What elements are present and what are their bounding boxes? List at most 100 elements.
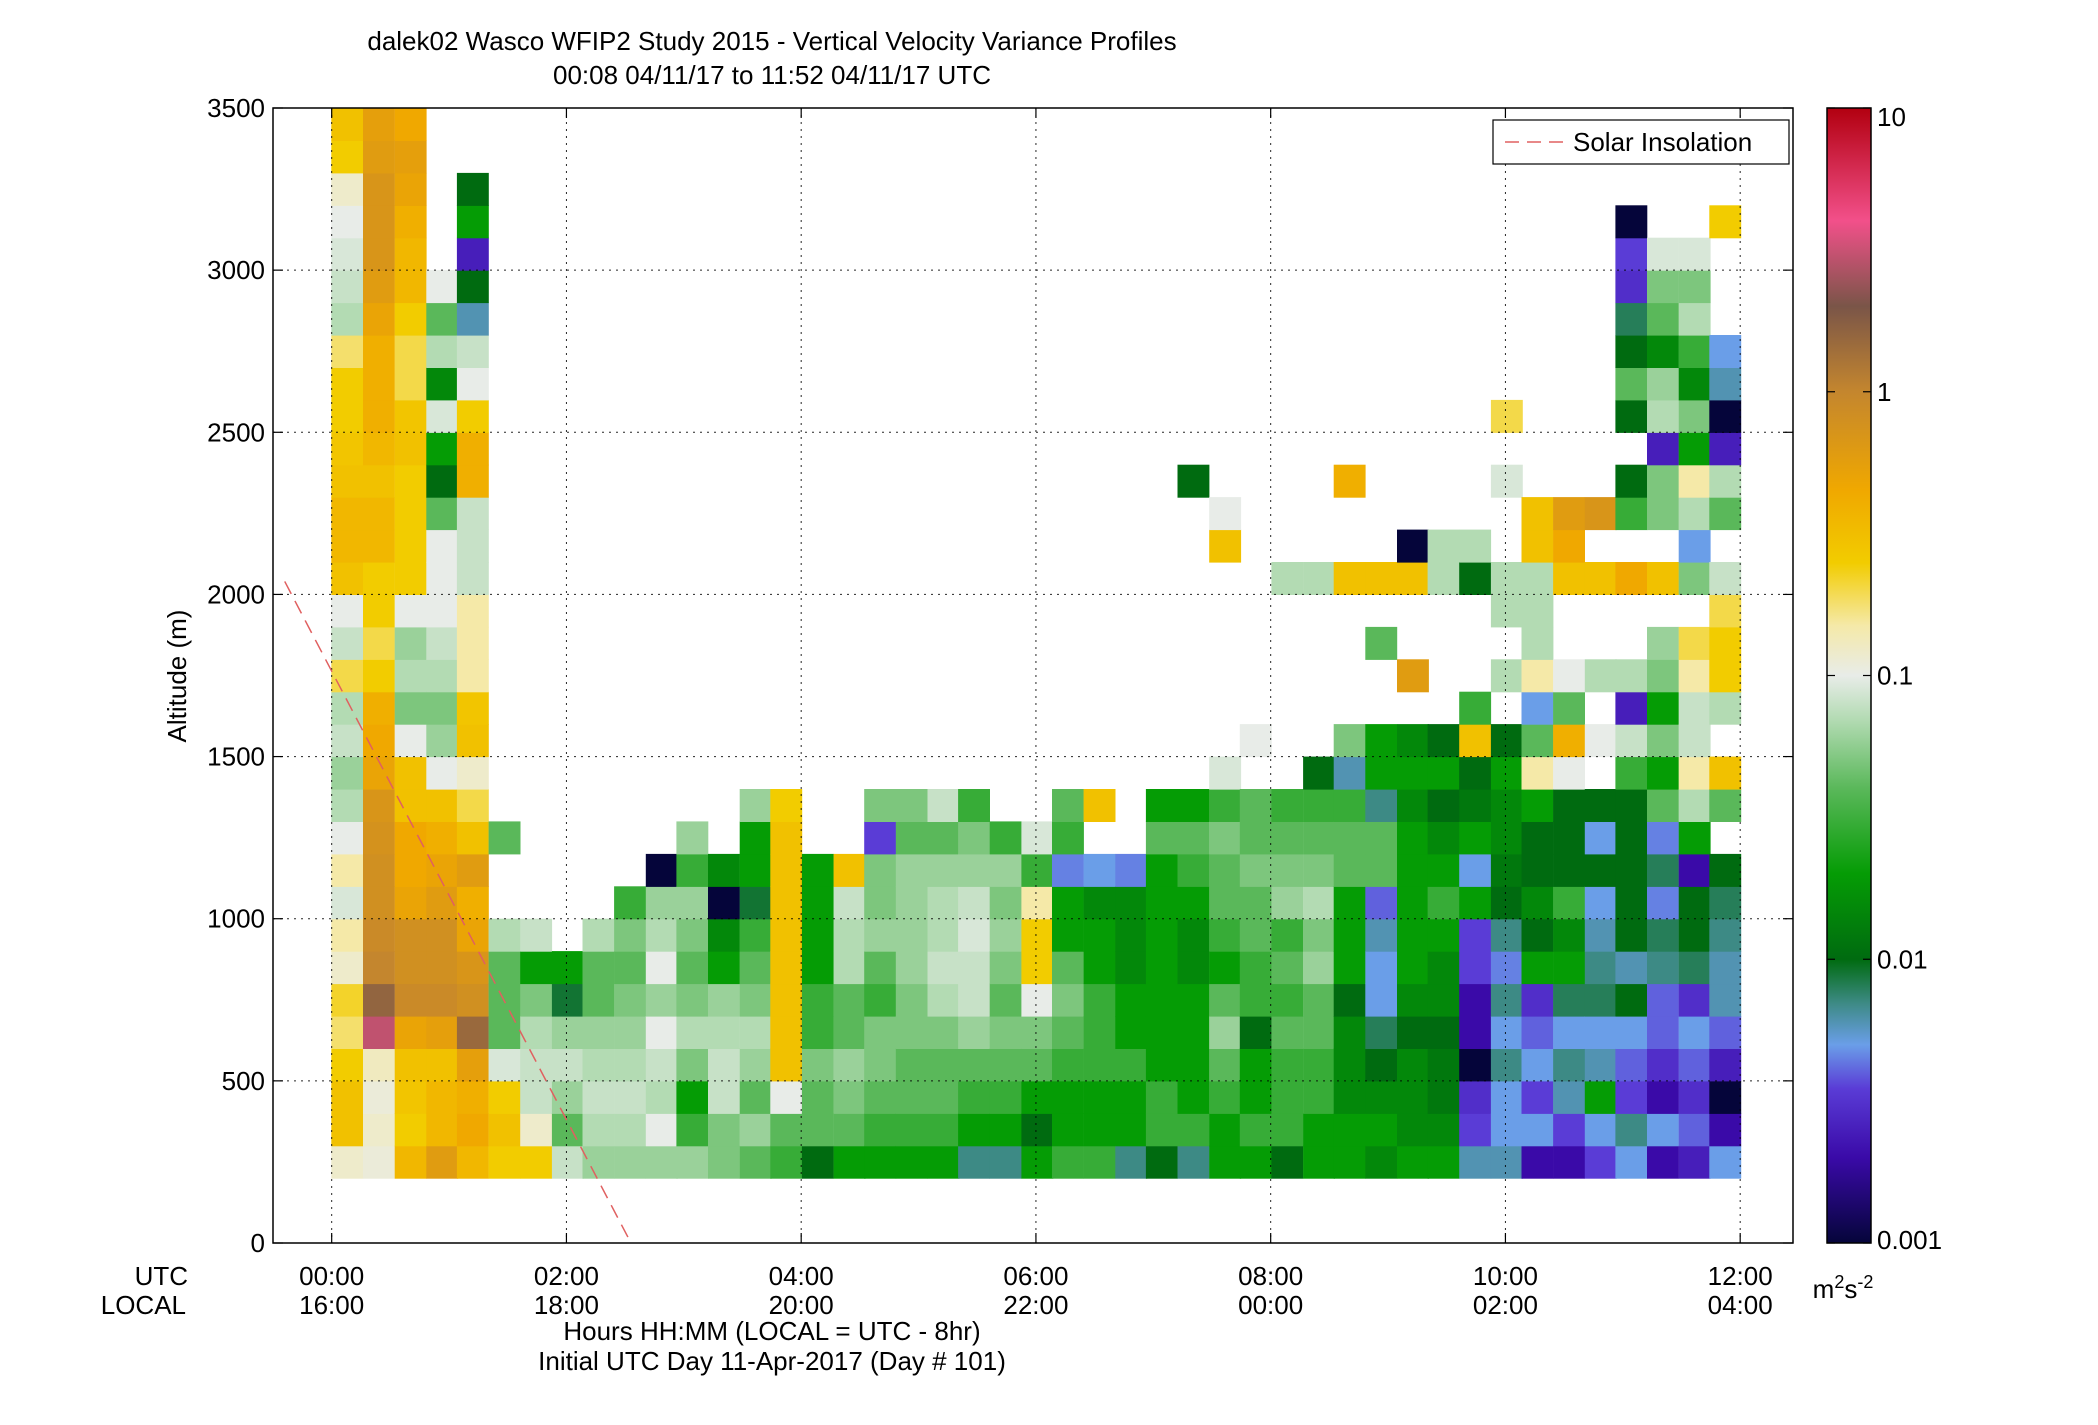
heatmap-cell: [1709, 951, 1742, 985]
heatmap-cell: [614, 1080, 646, 1114]
heatmap-cell: [1115, 1145, 1148, 1179]
heatmap-cell: [833, 983, 866, 1017]
heatmap-cell: [1271, 886, 1304, 920]
heatmap-cell: [708, 1080, 740, 1114]
heatmap-cell: [1021, 1048, 1054, 1082]
heatmap-cell: [1553, 886, 1585, 920]
heatmap-cell: [1490, 1080, 1523, 1114]
heatmap-cell: [394, 464, 427, 498]
heatmap-cell: [1239, 1145, 1272, 1179]
heatmap-cell: [1177, 1048, 1210, 1082]
heatmap-cell: [456, 237, 489, 271]
heatmap-cell: [1459, 756, 1492, 790]
heatmap-cell: [426, 918, 459, 952]
heatmap-cell: [1615, 1016, 1648, 1049]
heatmap-cell: [331, 821, 364, 855]
heatmap-cell: [1209, 853, 1242, 887]
heatmap-cell: [394, 335, 427, 368]
x-tick-label-local: 20:00: [769, 1290, 834, 1320]
heatmap-cell: [895, 983, 928, 1017]
heatmap-cell: [1083, 789, 1116, 822]
heatmap-cell: [394, 399, 427, 433]
heatmap-cell: [1115, 1080, 1148, 1114]
heatmap-cell: [1647, 1080, 1679, 1114]
heatmap-cell: [833, 1016, 866, 1049]
heatmap-cell: [645, 951, 678, 985]
heatmap-cell: [394, 1016, 427, 1049]
heatmap-cell: [1083, 886, 1116, 920]
heatmap-cell: [958, 853, 990, 887]
heatmap-cell: [394, 659, 427, 693]
heatmap-cell: [1678, 724, 1711, 758]
heatmap-cell: [1239, 951, 1272, 985]
heatmap-cell: [1271, 1145, 1304, 1179]
heatmap-cell: [363, 1113, 395, 1147]
heatmap-cell: [1709, 691, 1742, 725]
heatmap-cell: [1115, 853, 1148, 887]
heatmap-cell: [363, 270, 395, 304]
colorbar-tick-label: 10: [1877, 102, 1906, 132]
heatmap-cell: [927, 789, 960, 822]
heatmap-cell: [1490, 951, 1523, 985]
heatmap-cell: [864, 983, 897, 1017]
heatmap-cell: [1553, 724, 1585, 758]
heatmap-cell: [614, 983, 646, 1017]
heatmap-cell: [551, 983, 584, 1017]
heatmap-cell: [1647, 335, 1679, 368]
heatmap-cell: [1678, 1113, 1711, 1147]
colorbar-tick-label: 0.001: [1877, 1225, 1942, 1255]
heatmap-cell: [363, 172, 395, 206]
heatmap-cell: [426, 432, 459, 466]
heatmap-cell: [895, 821, 928, 855]
heatmap-cell: [488, 1048, 521, 1082]
x-tick-label-local: 02:00: [1473, 1290, 1538, 1320]
heatmap-cell: [1615, 983, 1648, 1017]
colorbar-tick-label: 0.01: [1877, 944, 1928, 974]
heatmap-cell: [927, 951, 960, 985]
heatmap-cell: [1115, 1048, 1148, 1082]
heatmap-cell: [1521, 951, 1554, 985]
heatmap-cell: [1709, 1145, 1742, 1179]
heatmap-cell: [1145, 1048, 1178, 1082]
heatmap-cell: [1333, 724, 1366, 758]
heatmap-cell: [1615, 951, 1648, 985]
y-tick-label: 2000: [207, 579, 265, 609]
heatmap-cell: [331, 432, 364, 466]
heatmap-cell: [645, 1113, 678, 1147]
heatmap-cell: [1239, 789, 1272, 822]
heatmap-cell: [1678, 951, 1711, 985]
heatmap-cell: [1647, 886, 1679, 920]
heatmap-cell: [1647, 464, 1679, 498]
heatmap-cell: [394, 432, 427, 466]
heatmap-cell: [895, 1048, 928, 1082]
heatmap-cell: [1553, 529, 1585, 563]
heatmap-cell: [1397, 1145, 1429, 1179]
heatmap-cell: [1303, 983, 1335, 1017]
heatmap-cell: [363, 1080, 395, 1114]
heatmap-cell: [1239, 918, 1272, 952]
heatmap-cell: [1615, 399, 1648, 433]
heatmap-cell: [958, 886, 990, 920]
heatmap-cell: [456, 659, 489, 693]
heatmap-cell: [520, 1113, 553, 1147]
heatmap-cell: [456, 983, 489, 1017]
heatmap-cell: [614, 886, 646, 920]
heatmap-cell: [1647, 853, 1679, 887]
heatmap-cell: [958, 951, 990, 985]
heatmap-cell: [582, 1145, 615, 1179]
heatmap-cell: [770, 886, 803, 920]
heatmap-cell: [1647, 756, 1679, 790]
chart-title: dalek02 Wasco WFIP2 Study 2015 - Vertica…: [367, 26, 1176, 56]
heatmap-cell: [1083, 951, 1116, 985]
heatmap-cell: [1459, 951, 1492, 985]
heatmap-cell: [1521, 626, 1554, 660]
utc-row-label: UTC: [135, 1261, 188, 1291]
heatmap-cell: [426, 1145, 459, 1179]
heatmap-cell: [958, 1080, 990, 1114]
heatmap-cell: [331, 367, 364, 401]
heatmap-cell: [1615, 205, 1648, 239]
heatmap-cell: [520, 1048, 553, 1082]
heatmap-cell: [1647, 1113, 1679, 1147]
heatmap-cell: [739, 1048, 772, 1082]
heatmap-cell: [1678, 626, 1711, 660]
